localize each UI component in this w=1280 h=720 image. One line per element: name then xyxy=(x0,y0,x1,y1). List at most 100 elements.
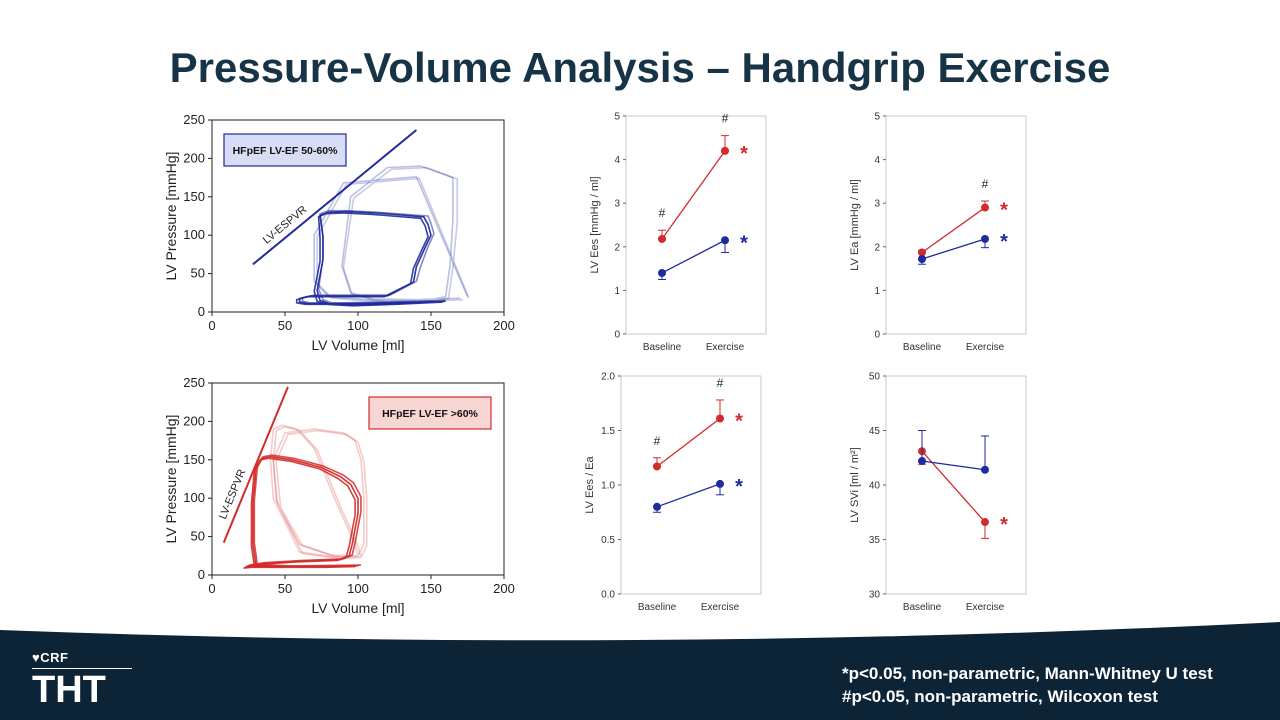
data-point xyxy=(716,414,724,423)
y-tick-label: 1 xyxy=(614,286,620,297)
y-tick-label: 0.5 xyxy=(601,535,615,546)
x-tick-label: 200 xyxy=(493,318,515,333)
pv-loop-chart-bottom: 0 50 100 150 200 0 50 100 150 200 250 LV Volume [ml… xyxy=(163,375,515,616)
pv-loop-chart-top: 0 50 100 150 200 0 50 100 150 200 250 LV Volume [ml… xyxy=(163,112,515,353)
logo-crf-text: ♥CRF xyxy=(32,650,69,665)
significance-marker: * xyxy=(1000,514,1008,536)
x-tick-label: 150 xyxy=(420,318,442,333)
y-tick-label: 0 xyxy=(874,330,880,341)
data-point xyxy=(981,465,989,474)
y-tick-label: 0 xyxy=(198,304,205,319)
x-tick-label: 0 xyxy=(208,581,215,596)
x-tick-label: Baseline xyxy=(903,602,942,613)
y-tick-label: 30 xyxy=(869,590,881,601)
pv-loop-line xyxy=(295,212,443,307)
y-tick-label: 2.0 xyxy=(601,372,615,383)
data-point xyxy=(981,234,989,243)
series-line xyxy=(656,417,721,467)
ees-ea-ratio-chart: 0.0 0.5 1.0 1.5 2.0 Baseline Exercise LV Ees / … xyxy=(584,372,762,613)
x-tick-label: Exercise xyxy=(966,342,1005,353)
y-tick-label: 50 xyxy=(191,529,205,544)
plot-frame xyxy=(885,115,1027,335)
x-tick-label: Baseline xyxy=(903,342,942,353)
series-line xyxy=(921,207,986,253)
x-axis-label: LV Volume [ml] xyxy=(311,600,404,616)
y-tick-label: 0.0 xyxy=(601,590,615,601)
logo-tht-text: THT xyxy=(32,669,106,711)
plot-frame xyxy=(625,115,767,335)
data-point xyxy=(653,462,661,471)
legend-box xyxy=(223,133,347,167)
data-point xyxy=(981,518,989,527)
x-tick-label: Exercise xyxy=(701,602,740,613)
y-tick-label: 4 xyxy=(614,155,620,166)
y-tick-label: 150 xyxy=(183,189,205,204)
significance-marker: * xyxy=(1000,231,1008,253)
y-tick-label: 5 xyxy=(874,112,880,123)
data-point xyxy=(918,248,926,257)
data-point xyxy=(658,268,666,277)
y-tick-label: 50 xyxy=(191,266,205,281)
data-point xyxy=(716,479,724,488)
x-tick-label: 50 xyxy=(278,318,292,333)
wilcoxon-marker: # xyxy=(982,177,989,191)
wilcoxon-marker: # xyxy=(722,112,729,126)
espvr-line xyxy=(252,129,418,266)
ea-chart: 0 1 2 3 4 5 Baseline Exercise LV Ea [mmHg / ml] *… xyxy=(849,112,1027,353)
data-point xyxy=(981,203,989,212)
x-tick-label: 50 xyxy=(278,581,292,596)
x-tick-label: Exercise xyxy=(706,342,745,353)
data-point xyxy=(918,457,926,466)
data-point xyxy=(653,502,661,511)
y-axis-label: LV Ees [mmHg / ml] xyxy=(589,177,601,274)
y-tick-label: 1 xyxy=(874,286,880,297)
y-axis-label: LV Ees / Ea xyxy=(584,455,596,513)
pv-loop-line xyxy=(316,166,470,304)
y-tick-label: 250 xyxy=(183,112,205,127)
significance-marker: * xyxy=(1000,200,1008,222)
significance-marker: * xyxy=(735,476,743,498)
crf-tht-logo: ♥CRF THT xyxy=(32,650,132,709)
y-tick-label: 4 xyxy=(874,155,880,166)
legend-box xyxy=(368,396,492,430)
x-tick-label: 100 xyxy=(347,318,369,333)
y-tick-label: 250 xyxy=(183,375,205,390)
significance-marker: * xyxy=(735,411,743,433)
footnote-mann-whitney: *p<0.05, non-parametric, Mann-Whitney U … xyxy=(842,664,1213,683)
y-tick-label: 3 xyxy=(614,199,620,210)
data-point xyxy=(721,146,729,155)
y-tick-label: 1.0 xyxy=(601,481,615,492)
y-tick-label: 2 xyxy=(874,242,880,253)
x-tick-label: 0 xyxy=(208,318,215,333)
x-tick-label: 200 xyxy=(493,581,515,596)
y-tick-label: 2 xyxy=(614,242,620,253)
plot-frame xyxy=(885,375,1027,595)
series-line xyxy=(661,239,726,274)
data-point xyxy=(721,236,729,245)
series-line xyxy=(656,483,721,508)
footnotes: *p<0.05, non-parametric, Mann-Whitney U … xyxy=(842,662,1213,708)
y-axis-label: LV Pressure [mmHg] xyxy=(163,415,179,544)
pv-loop-line xyxy=(313,165,469,303)
y-tick-label: 35 xyxy=(869,535,881,546)
y-tick-label: 3 xyxy=(874,199,880,210)
legend-label: HFpEF LV-EF >60% xyxy=(382,408,478,420)
espvr-line xyxy=(222,386,289,544)
footnote-asterisk: * xyxy=(842,664,849,683)
y-tick-label: 1.5 xyxy=(601,426,615,437)
slide-title: Pressure-Volume Analysis – Handgrip Exer… xyxy=(169,44,1111,91)
x-tick-label: Baseline xyxy=(643,342,682,353)
y-tick-label: 200 xyxy=(183,150,205,165)
y-tick-label: 0 xyxy=(614,330,620,341)
pv-loop-line xyxy=(272,425,368,559)
y-tick-label: 5 xyxy=(614,112,620,123)
svi-chart: 30 35 40 45 50 Baseline Exercise LV SVi [ml / m… xyxy=(849,372,1027,613)
pv-loop-line xyxy=(269,424,365,558)
y-tick-label: 200 xyxy=(183,413,205,428)
x-tick-label: 150 xyxy=(420,581,442,596)
series-line xyxy=(921,238,986,260)
y-tick-label: 45 xyxy=(869,426,881,437)
series-line xyxy=(921,460,986,471)
x-tick-label: Exercise xyxy=(966,602,1005,613)
y-axis-label: LV Pressure [mmHg] xyxy=(163,152,179,281)
